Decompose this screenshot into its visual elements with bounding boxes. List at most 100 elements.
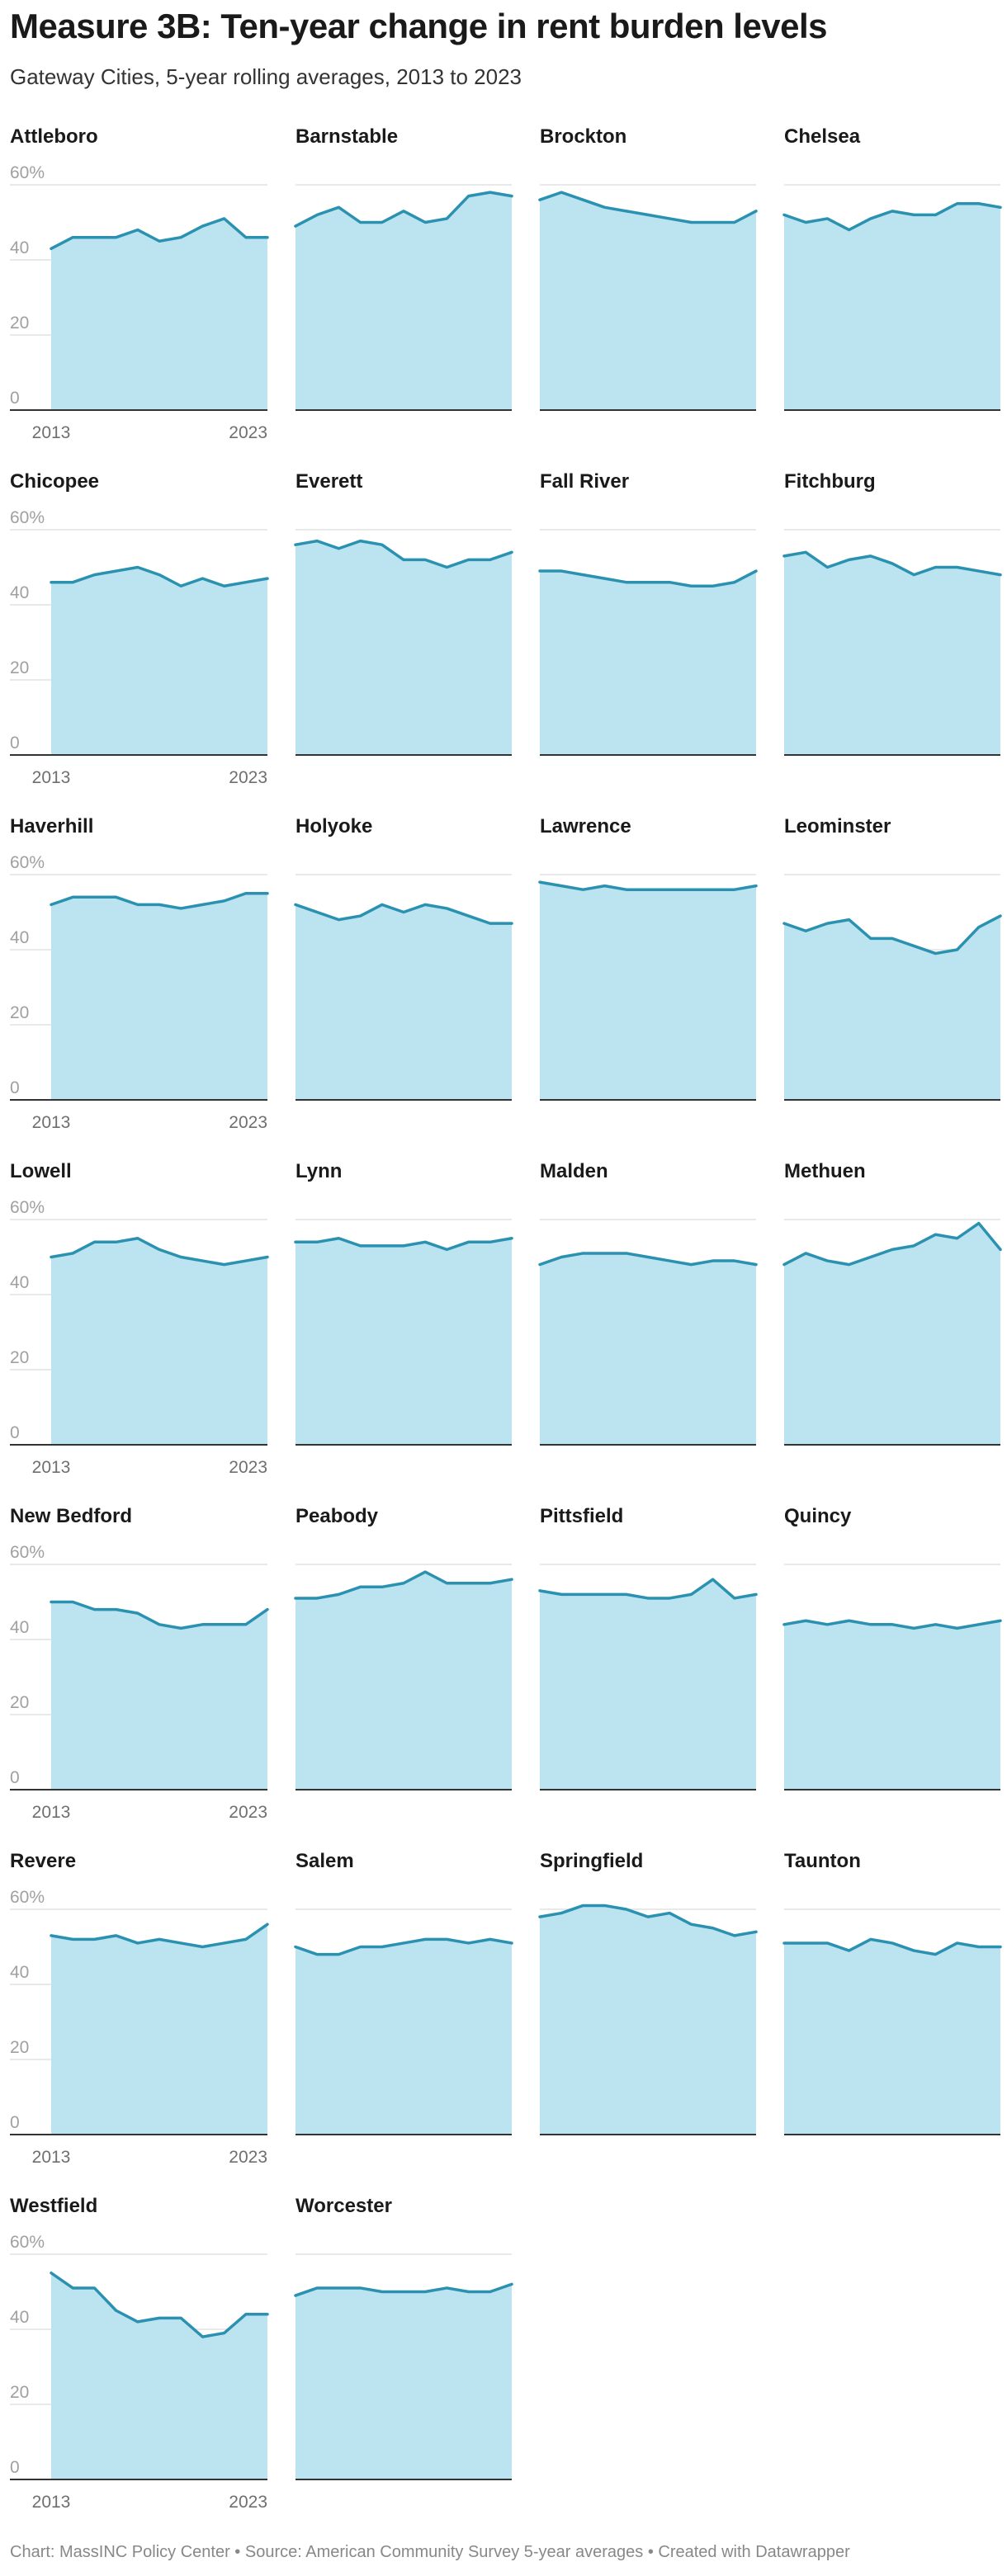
panel-title: Revere — [10, 1850, 77, 1872]
series-line — [294, 1570, 513, 1600]
x-tick-label: 2013 — [32, 1803, 71, 1822]
area-fill — [295, 540, 512, 755]
panel-revere: Revere 0 20 40 60% 2013 2023 — [10, 1850, 269, 2180]
area-chart — [782, 1564, 1002, 1790]
area-fill — [784, 1223, 1000, 1445]
panel-title: Lawrence — [540, 815, 631, 837]
panel-title: Quincy — [784, 1505, 852, 1527]
panel-attleboro: Attleboro 0 20 40 60% 2013 2023 — [10, 125, 269, 455]
panel-fall-river: Fall River — [538, 470, 758, 800]
panel-springfield: Springfield — [538, 1850, 758, 2180]
y-tick-label: 40 — [10, 2308, 29, 2327]
y-tick-label: 0 — [10, 1423, 20, 1442]
y-tick-label: 20 — [10, 314, 29, 333]
panel-title: New Bedford — [10, 1505, 133, 1527]
series-line — [294, 1937, 513, 1956]
panel-title: Lowell — [10, 1160, 72, 1182]
area-fill — [51, 893, 267, 1100]
area-fill — [295, 1238, 512, 1445]
series-line — [50, 217, 269, 251]
y-tick-label: 20 — [10, 1348, 29, 1367]
panel-title: Methuen — [784, 1160, 866, 1182]
panel-title: Brockton — [540, 125, 627, 148]
y-tick-label: 60% — [10, 1198, 45, 1217]
area-chart — [782, 529, 1002, 756]
area-fill — [540, 882, 756, 1100]
panel-haverhill: Haverhill 0 20 40 60% 2013 2023 — [10, 815, 269, 1145]
series-line — [50, 2272, 269, 2338]
panel-title: Westfield — [10, 2195, 98, 2217]
area-chart — [538, 529, 758, 756]
area-chart — [538, 1904, 758, 2135]
area-chart: 0 20 40 60% 2013 2023 — [10, 2233, 269, 2512]
panel-methuen: Methuen — [782, 1160, 1002, 1490]
area-chart — [294, 2253, 513, 2480]
area-fill — [784, 916, 1000, 1100]
panel-title: Lynn — [295, 1160, 343, 1182]
panel-title: Springfield — [540, 1850, 644, 1872]
y-tick-label: 20 — [10, 1693, 29, 1712]
area-fill — [784, 552, 1000, 755]
panel-title: Pittsfield — [540, 1505, 624, 1527]
x-tick-label: 2013 — [32, 423, 71, 442]
panel-title: Peabody — [295, 1505, 379, 1527]
panel-malden: Malden — [538, 1160, 758, 1490]
x-tick-label: 2023 — [229, 423, 267, 442]
area-fill — [51, 2272, 267, 2479]
x-tick-label: 2013 — [32, 2493, 71, 2512]
panel-chicopee: Chicopee 0 20 40 60% 2013 2023 — [10, 470, 269, 800]
panel-leominster: Leominster — [782, 815, 1002, 1145]
x-tick-label: 2013 — [32, 1113, 71, 1132]
area-fill — [295, 2284, 512, 2479]
panel-title: Fall River — [540, 470, 630, 493]
area-chart — [782, 1219, 1002, 1446]
panel-title: Holyoke — [295, 815, 373, 837]
area-chart — [294, 184, 513, 411]
y-tick-label: 20 — [10, 1003, 29, 1022]
series-line — [782, 1221, 1002, 1267]
area-chart: 0 20 40 60% 2013 2023 — [10, 1198, 269, 1477]
series-line — [50, 1923, 269, 1949]
area-chart: 0 20 40 60% 2013 2023 — [10, 508, 269, 787]
area-fill — [51, 218, 267, 410]
area-fill — [540, 571, 756, 755]
y-tick-label: 0 — [10, 2113, 20, 2132]
area-fill — [540, 192, 756, 410]
area-chart — [782, 184, 1002, 411]
panel-lawrence: Lawrence — [538, 815, 758, 1145]
area-chart: 0 20 40 60% 2013 2023 — [10, 1888, 269, 2167]
area-fill — [295, 904, 512, 1100]
panel-pittsfield: Pittsfield — [538, 1505, 758, 1835]
panel-taunton: Taunton — [782, 1850, 1002, 2180]
area-chart — [538, 1219, 758, 1446]
area-fill — [51, 567, 267, 755]
area-fill — [784, 1939, 1000, 2135]
y-tick-label: 40 — [10, 583, 29, 602]
chart-title: Measure 3B: Ten-year change in rent burd… — [10, 7, 828, 45]
y-tick-label: 60% — [10, 508, 45, 527]
series-line — [294, 903, 513, 925]
area-chart — [538, 1564, 758, 1790]
y-tick-label: 40 — [10, 928, 29, 947]
panel-holyoke: Holyoke — [294, 815, 513, 1145]
series-line — [538, 1252, 758, 1267]
panel-salem: Salem — [294, 1850, 513, 2180]
panel-everett: Everett — [294, 470, 513, 800]
chart-credit: Chart: MassINC Policy Center • Source: A… — [10, 2543, 850, 2561]
area-chart — [538, 874, 758, 1101]
area-chart: 0 20 40 60% 2013 2023 — [10, 163, 269, 442]
panel-new-bedford: New Bedford 0 20 40 60% 2013 2023 — [10, 1505, 269, 1835]
area-fill — [51, 1238, 267, 1445]
y-tick-label: 40 — [10, 1618, 29, 1637]
x-tick-label: 2023 — [229, 2493, 267, 2512]
area-fill — [295, 1572, 512, 1790]
series-line — [538, 1578, 758, 1600]
area-chart — [782, 1908, 1002, 2135]
area-chart: 0 20 40 60% 2013 2023 — [10, 853, 269, 1132]
panel-title: Chelsea — [784, 125, 861, 148]
area-chart — [294, 1219, 513, 1446]
area-fill — [540, 1253, 756, 1445]
panel-brockton: Brockton — [538, 125, 758, 455]
series-line — [50, 1600, 269, 1630]
